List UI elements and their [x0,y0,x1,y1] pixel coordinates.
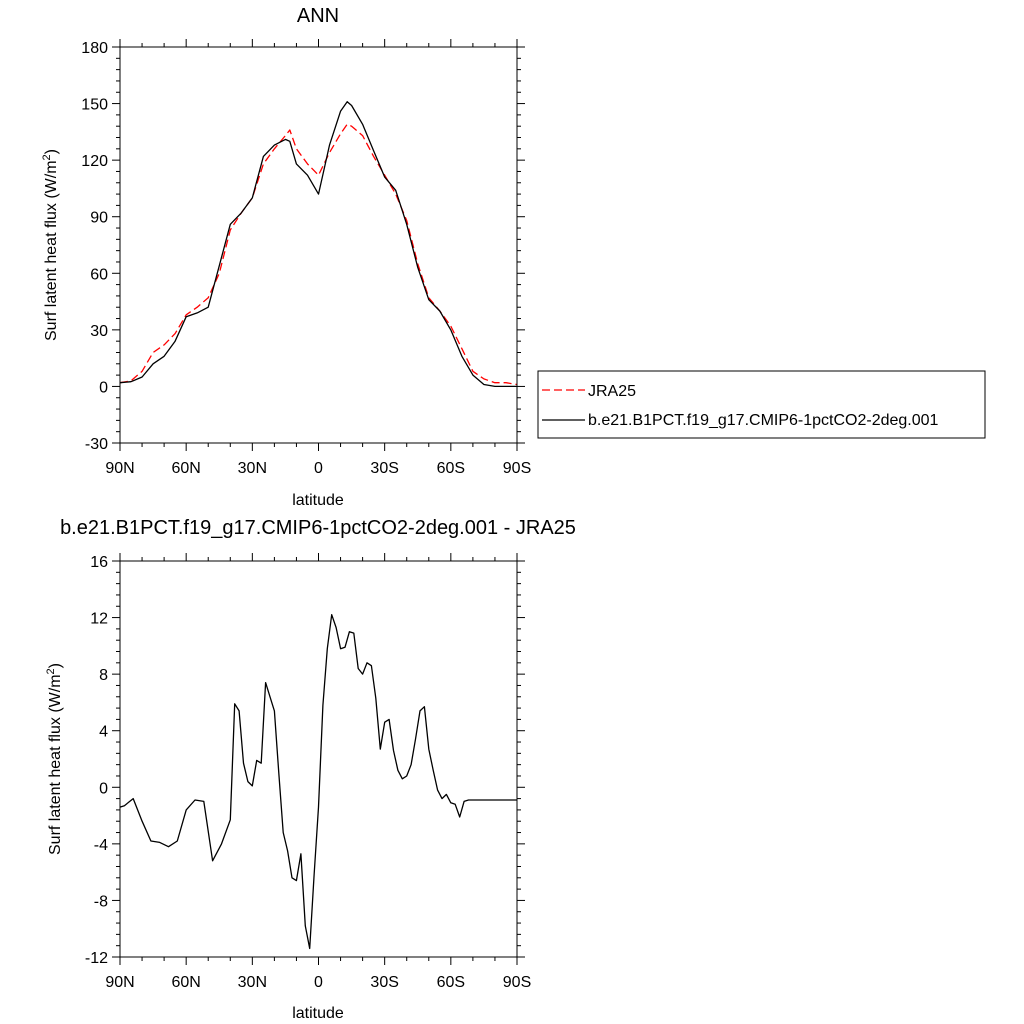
bottom-chart-title: b.e21.B1PCT.f19_g17.CMIP6-1pctCO2-2deg.0… [60,517,576,539]
x-tick-label: 30S [370,974,398,991]
x-tick-label: 60N [171,974,200,991]
y-tick-label: 0 [99,780,108,797]
x-tick-label: 90S [503,974,531,991]
bottom-x-axis-label: latitude [292,1005,344,1022]
bottom-y-axis-label-close: ) [47,663,64,668]
y-tick-label: -12 [85,950,108,967]
y-tick-label: 180 [81,40,108,57]
bottom-y-axis-label-main: Surf latent heat flux (W/m [47,674,64,855]
top-series-group [119,101,518,388]
top-y-axis-label-close: ) [43,149,60,154]
series-line-b-e21-b1pct-f19-g17-cmip6-1pctco2-2deg-001 [119,101,517,388]
x-tick-label: 90N [105,974,134,991]
x-tick-label: 60S [437,974,465,991]
y-tick-label: 30 [90,323,108,340]
x-tick-label: 0 [314,974,323,991]
top-y-axis-label: Surf latent heat flux (W/m2) [41,149,60,341]
top-x-axis-label: latitude [292,492,344,509]
x-tick-label: 60S [437,460,465,477]
top-chart: ANN -30 0 30 60 90 120 150 180 90N 60N 30N 0 30S 60S… [41,5,986,509]
y-tick-label: -8 [94,893,108,910]
bottom-y-axis-label-sup: 2 [45,668,57,674]
legend-box [537,370,986,439]
bottom-series-group [119,614,517,950]
y-tick-label: 90 [90,210,108,227]
y-tick-label: 12 [90,611,108,628]
x-tick-label: 60N [171,460,200,477]
x-tick-label: 30N [238,460,267,477]
bottom-y-axis: -12 -8 -4 0 4 8 12 16 [85,554,525,967]
bottom-plot-frame [119,560,518,958]
y-tick-label: 60 [90,266,108,283]
y-tick-label: 120 [81,153,108,170]
y-tick-label: 4 [99,724,108,741]
x-tick-label: 0 [314,460,323,477]
series-line-jra25 [119,123,518,386]
bottom-x-axis: 90N 60N 30N 0 30S 60S 90S [105,553,531,991]
series-line-difference [119,614,517,950]
x-tick-label: 90N [105,460,134,477]
y-tick-label: 0 [99,379,108,396]
bottom-y-axis-label: Surf latent heat flux (W/m2) [45,663,64,855]
y-tick-label: 8 [99,667,108,684]
top-y-axis-label-main: Surf latent heat flux (W/m [43,160,60,341]
legend-label-model: b.e21.B1PCT.f19_g17.CMIP6-1pctCO2-2deg.0… [588,412,939,429]
y-tick-label: -30 [85,436,108,453]
top-y-axis-label-sup: 2 [41,154,53,160]
y-tick-label: 150 [81,97,108,114]
bottom-chart: b.e21.B1PCT.f19_g17.CMIP6-1pctCO2-2deg.0… [45,517,576,1022]
legend-label-jra25: JRA25 [588,383,636,400]
x-tick-label: 30N [238,974,267,991]
top-plot-frame [119,46,518,444]
top-chart-title: ANN [297,5,339,27]
top-y-axis: -30 0 30 60 90 120 150 180 [81,40,525,453]
y-tick-label: 16 [90,554,108,571]
x-tick-label: 90S [503,460,531,477]
y-tick-label: -4 [94,837,108,854]
legend: JRA25 b.e21.B1PCT.f19_g17.CMIP6-1pctCO2-… [537,370,986,439]
top-x-axis: 90N 60N 30N 0 30S 60S 90S [105,39,531,477]
x-tick-label: 30S [370,460,398,477]
